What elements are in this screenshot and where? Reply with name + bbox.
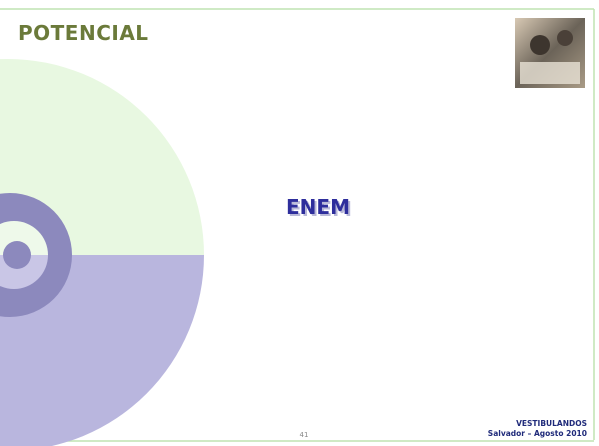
title-shadow: ENEM bbox=[288, 197, 352, 221]
page-number: 41 bbox=[300, 431, 309, 439]
title: ENEM bbox=[286, 195, 350, 219]
decor-dot bbox=[3, 241, 31, 269]
photo-detail bbox=[557, 30, 573, 46]
photo-detail bbox=[530, 35, 550, 55]
logo: POTENCIAL bbox=[18, 21, 149, 45]
footer-line2: Salvador – Agosto 2010 bbox=[488, 429, 587, 438]
photo-detail bbox=[520, 62, 580, 84]
footer-line1: VESTIBULANDOS bbox=[516, 419, 587, 428]
